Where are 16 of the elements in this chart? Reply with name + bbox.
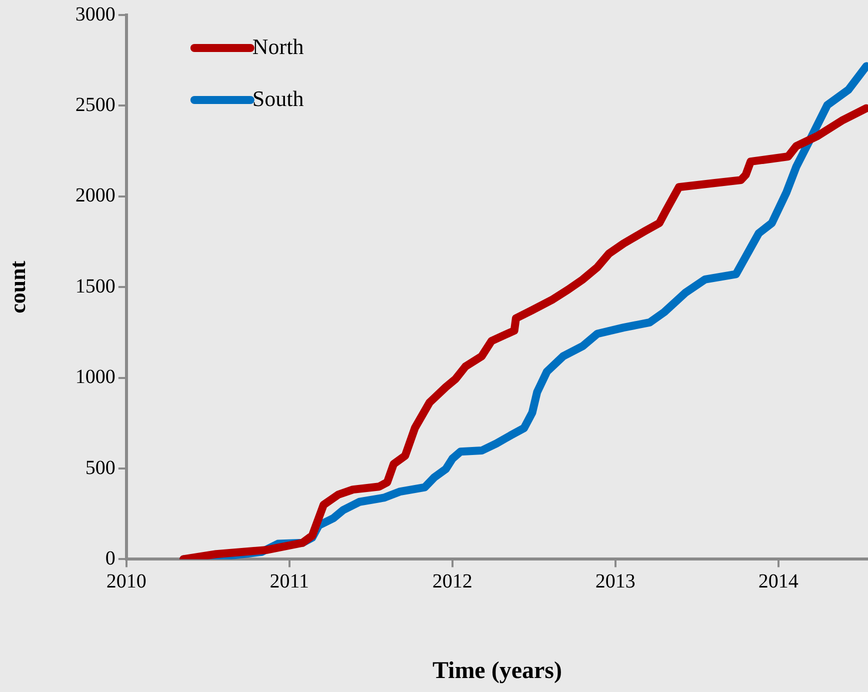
y-tick-label: 0	[105, 547, 116, 570]
x-tick-label: 2010	[106, 570, 146, 592]
x-tick-label: 2011	[270, 570, 310, 592]
legend-label: North	[252, 34, 304, 59]
x-tick-label: 2013	[595, 570, 636, 592]
x-tick-label: 2014	[758, 570, 798, 592]
y-tick-label: 1000	[75, 366, 116, 388]
y-tick-label: 500	[85, 456, 116, 479]
y-tick-label: 3000	[75, 3, 116, 26]
y-tick-label: 1500	[75, 275, 116, 298]
y-tick-label: 2500	[75, 94, 116, 116]
legend-label: South	[252, 86, 304, 111]
y-tick-label: 2000	[75, 184, 116, 207]
x-tick-label: 2012	[432, 570, 472, 592]
x-axis-title: Time (years)	[432, 658, 562, 684]
y-axis-title: count	[4, 260, 30, 314]
